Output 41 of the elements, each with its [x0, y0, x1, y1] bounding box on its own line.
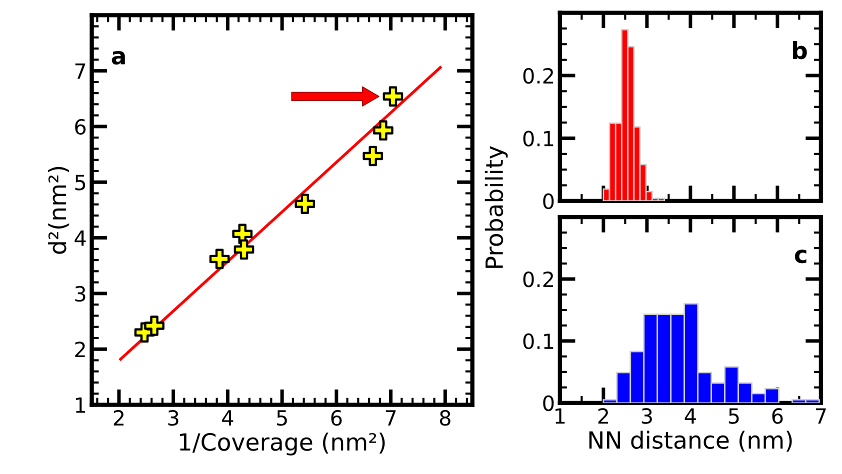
x-tick-label: 8 [440, 410, 450, 426]
y-axis-title: Probability [484, 146, 508, 268]
y-tick-label: 4 [74, 230, 86, 246]
point [234, 239, 254, 260]
y-tick-label: 3 [75, 286, 86, 302]
x-tick-label: 1 [556, 408, 565, 424]
x-tick-label: 6 [772, 408, 783, 424]
annotation: a [112, 51, 125, 65]
x-tick-label: 5 [277, 410, 287, 426]
y-tick-label: 6 [75, 118, 86, 135]
point [294, 194, 316, 214]
y-tick-label: 0 [543, 395, 554, 412]
point [382, 86, 404, 107]
x-tick-label: 3 [642, 408, 652, 424]
y-tick-label: 5 [75, 174, 86, 190]
x-axis-title: 1/Coverage (nm²) [180, 432, 385, 456]
x-tick-label: 6 [331, 410, 342, 426]
x-tick-label: 4 [222, 410, 234, 426]
y-tick-label: 1 [76, 398, 85, 413]
point [373, 120, 394, 141]
y-tick-label: 7 [75, 64, 86, 79]
point [209, 248, 230, 270]
y-axis-title: d²(nm²) [48, 166, 70, 254]
x-tick-label: 7 [386, 410, 396, 426]
x-tick-label: 2 [114, 410, 124, 426]
x-tick-label: 5 [728, 408, 739, 424]
annotation: b [792, 41, 807, 60]
point [362, 146, 384, 166]
x-tick-label: 7 [816, 408, 826, 424]
x-tick-label: 4 [684, 408, 696, 424]
y-tick-label: 2 [75, 342, 85, 358]
y-tick-label: 0.1 [523, 333, 554, 350]
point [144, 316, 164, 336]
x-axis-title: NN distance (nm) [589, 430, 792, 452]
x-tick-label: 3 [168, 410, 178, 426]
annotation: c [794, 250, 806, 264]
y-tick-label: 0.1 [523, 130, 554, 146]
y-tick-label: 0.2 [523, 68, 553, 84]
y-tick-label: 0.2 [523, 271, 553, 288]
y-tick-label: 0 [543, 193, 554, 210]
x-tick-label: 2 [598, 408, 608, 424]
